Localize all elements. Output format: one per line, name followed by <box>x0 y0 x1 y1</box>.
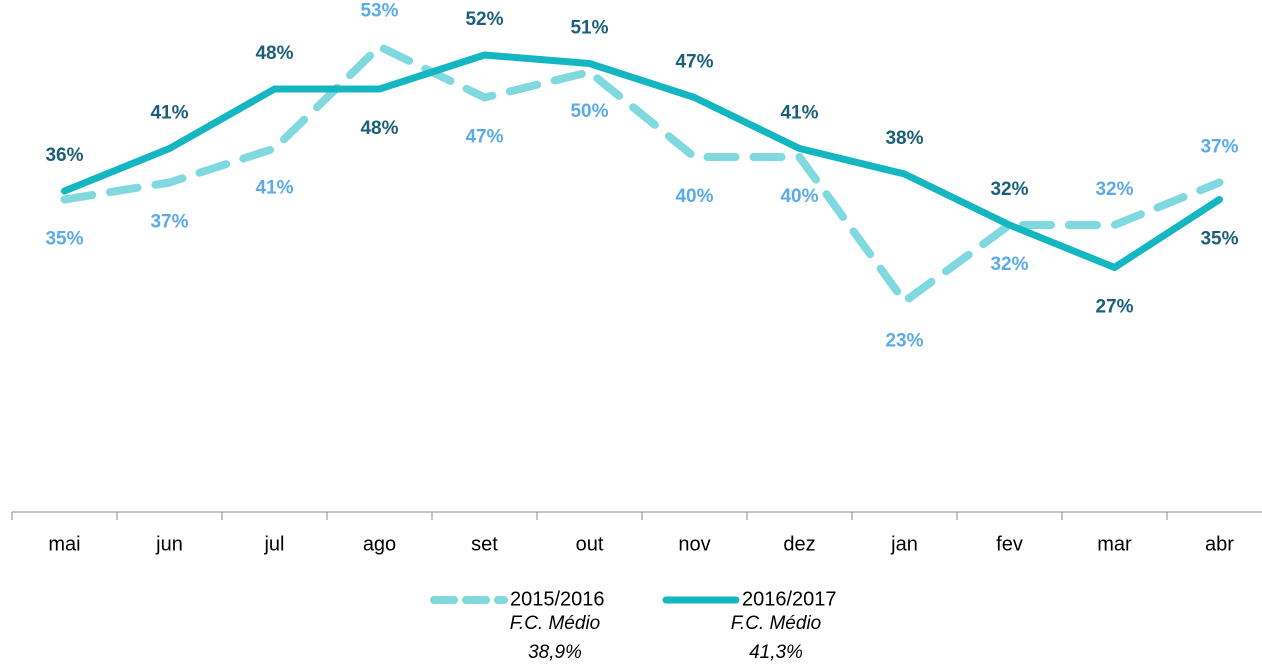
x-tick-label: fev <box>996 533 1023 555</box>
series-line <box>60 42 1224 306</box>
data-label: 41% <box>150 103 188 124</box>
legend-label: 2015/2016 <box>510 588 605 610</box>
data-label: 47% <box>675 52 713 73</box>
data-label: 41% <box>255 178 293 199</box>
data-label: 48% <box>360 118 398 139</box>
data-label: 37% <box>1200 137 1238 158</box>
x-tick-label: jan <box>890 533 918 555</box>
x-tick-label: nov <box>678 533 710 555</box>
x-tick-label: ago <box>363 533 396 555</box>
x-tick-label: abr <box>1205 533 1234 555</box>
data-label: 47% <box>465 127 503 148</box>
data-label: 27% <box>1095 297 1133 318</box>
legend-label: 2016/2017 <box>742 588 837 610</box>
x-tick-label: jul <box>263 533 284 555</box>
data-label: 36% <box>45 145 83 166</box>
x-tick-label: dez <box>783 533 815 555</box>
data-label: 50% <box>570 101 608 122</box>
data-label: 32% <box>990 254 1028 275</box>
data-label: 48% <box>255 43 293 64</box>
data-label: 23% <box>885 331 923 352</box>
data-label: 40% <box>675 186 713 207</box>
x-tick-label: mai <box>48 533 80 555</box>
data-label: 37% <box>150 212 188 233</box>
data-label: 35% <box>45 229 83 250</box>
data-label: 38% <box>885 128 923 149</box>
legend-note-value: 41,3% <box>749 642 803 663</box>
data-label: 51% <box>570 18 608 39</box>
x-tick-label: mar <box>1097 533 1132 555</box>
x-tick-label: set <box>471 533 498 555</box>
data-label: 32% <box>1095 179 1133 200</box>
legend-note: F.C. Médio <box>510 613 600 634</box>
data-label: 52% <box>465 9 503 30</box>
legend-note-value: 38,9% <box>528 642 582 663</box>
x-tick-label: jun <box>155 533 183 555</box>
x-tick-label: out <box>576 533 604 555</box>
data-label: 32% <box>990 179 1028 200</box>
legend-note: F.C. Médio <box>731 613 821 634</box>
data-label: 53% <box>360 1 398 22</box>
data-label: 41% <box>780 103 818 124</box>
data-label: 40% <box>780 186 818 207</box>
data-label: 35% <box>1200 229 1238 250</box>
series-line <box>61 51 1223 271</box>
